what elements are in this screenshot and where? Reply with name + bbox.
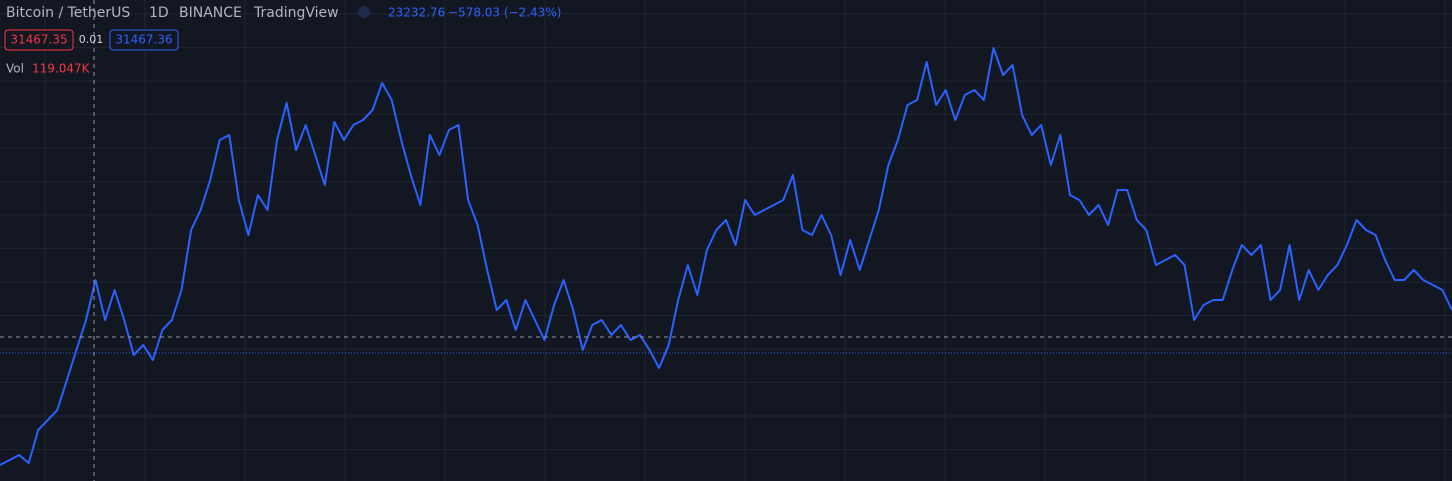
ask-price[interactable]: 31467.36 [115, 33, 172, 47]
interval: 1D [149, 5, 169, 21]
symbol: Bitcoin / TetherUS [6, 5, 130, 21]
last-price: 23232.76 [388, 6, 445, 20]
exchange: BINANCE [179, 5, 242, 21]
volume-value: 119.047K [32, 62, 91, 76]
status-icon [358, 6, 370, 18]
bid-box[interactable] [4, 29, 74, 51]
price-line-series [0, 47, 1452, 466]
spread: 0.01 [79, 33, 104, 46]
source: TradingView [253, 5, 339, 21]
change: −578.03 (−2.43%) [448, 6, 561, 20]
volume-label: Vol [6, 62, 24, 76]
plot [0, 47, 1452, 466]
bid-price[interactable]: 31467.35 [10, 33, 67, 47]
ask-box[interactable] [109, 29, 179, 51]
